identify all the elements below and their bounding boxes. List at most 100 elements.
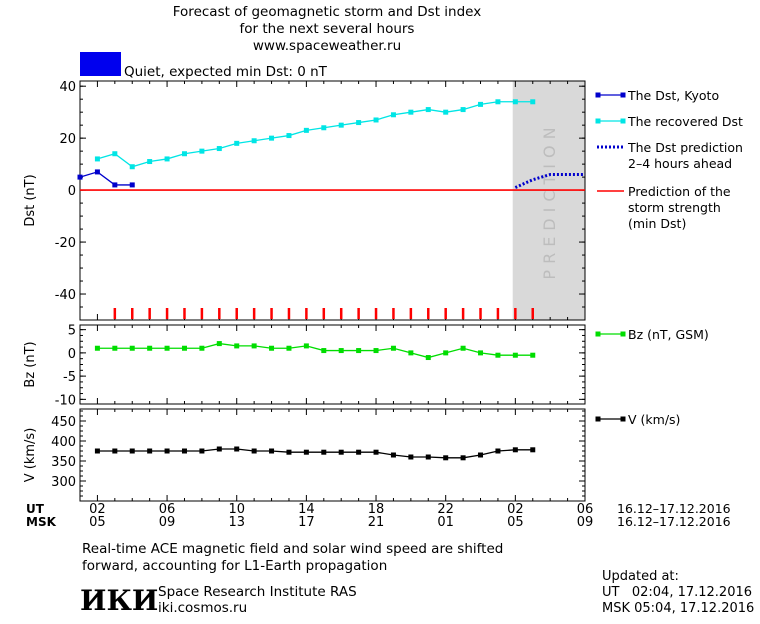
data-point (216, 341, 222, 347)
legend-label: The Dst, Kyoto (627, 88, 719, 103)
ut-range: 16.12–17.12.2016 (617, 501, 731, 516)
y-tick-label: 0 (68, 347, 76, 362)
data-point (443, 455, 449, 461)
ut-tick-label: 06 (577, 502, 594, 517)
data-point (495, 352, 501, 358)
data-point (216, 446, 222, 452)
data-point (164, 156, 170, 162)
data-point (286, 449, 292, 455)
legend-item: The Dst, Kyoto (595, 88, 719, 103)
y-tick-label: 20 (59, 132, 76, 147)
data-point (269, 345, 275, 351)
msk-tick-label: 21 (368, 515, 385, 530)
panel-frame (79, 408, 586, 502)
data-point (112, 182, 118, 188)
msk-tick-label: 09 (159, 515, 176, 530)
data-point (530, 99, 536, 105)
data-point (129, 164, 135, 170)
y-tick-label: 300 (51, 475, 76, 490)
msk-range: 16.12–17.12.2016 (617, 514, 731, 529)
updated-msk: MSK 05:04, 17.12.2016 (602, 601, 754, 616)
data-point (530, 352, 536, 358)
ut-tick-label: 22 (437, 502, 454, 517)
legend-marker (620, 416, 626, 422)
data-point (390, 345, 396, 351)
data-point (303, 343, 309, 349)
data-point (129, 182, 135, 188)
data-point (112, 448, 118, 454)
msk-tick-label: 09 (577, 515, 594, 530)
ut-tick-label: 14 (298, 502, 315, 517)
data-point (321, 449, 327, 455)
data-point (303, 127, 309, 133)
y-axis-label: Dst (nT) (23, 174, 38, 226)
data-point (181, 448, 187, 454)
legend-marker (620, 331, 626, 337)
data-point (251, 138, 257, 144)
legend: The Dst, Kyoto The recovered Dst The Dst p… (595, 88, 743, 427)
ut-tick-label: 02 (507, 502, 524, 517)
data-point (321, 348, 327, 354)
data-point (373, 117, 379, 123)
panel-frame (79, 324, 586, 405)
legend-label: The Dst prediction (627, 140, 743, 155)
data-point (94, 169, 100, 175)
y-axis-label: Bz (nT) (23, 341, 38, 387)
data-point (495, 448, 501, 454)
data-point (269, 448, 275, 454)
panel-3: 300 350 400 450 V (km/s) (23, 408, 586, 502)
panel-1: PREDICTION -40 -20 0 20 40 Dst (nT) (23, 80, 586, 321)
iki-logo: ИКИ (80, 584, 158, 617)
data-point (478, 350, 484, 356)
legend-marker (620, 118, 626, 124)
title-line-3: www.spaceweather.ru (253, 38, 401, 54)
data-point (425, 454, 431, 460)
data-point (129, 448, 135, 454)
legend-label: storm strength (628, 200, 721, 215)
data-point (495, 99, 501, 105)
data-point (112, 151, 118, 157)
legend-label: V (km/s) (628, 412, 680, 427)
data-point (321, 125, 327, 131)
data-point (512, 352, 518, 358)
panel-2: -10 -5 0 5 Bz (nT) (23, 324, 586, 408)
note-line-2: forward, accounting for L1-Earth propaga… (82, 558, 387, 574)
data-point (338, 449, 344, 455)
y-tick-label: -20 (55, 236, 76, 251)
data-point (147, 345, 153, 351)
prediction-band (512, 81, 585, 320)
data-point (460, 107, 466, 113)
data-point (251, 343, 257, 349)
msk-tick-label: 13 (228, 515, 245, 530)
institute-site: iki.cosmos.ru (158, 600, 247, 616)
note-line-1: Real-time ACE magnetic field and solar w… (82, 541, 503, 557)
data-point (286, 133, 292, 139)
series-line (514, 173, 585, 189)
data-point (77, 174, 83, 180)
msk-label: MSK (26, 515, 57, 529)
data-point (408, 454, 414, 460)
data-point (181, 345, 187, 351)
data-point (356, 120, 362, 126)
msk-tick-label: 17 (298, 515, 315, 530)
legend-label: 2–4 hours ahead (628, 156, 732, 171)
data-point (269, 135, 275, 141)
y-tick-label: -40 (55, 288, 76, 303)
y-tick-label: 450 (51, 415, 76, 430)
data-point (234, 140, 240, 146)
data-point (199, 448, 205, 454)
data-point (129, 345, 135, 351)
legend-label: Bz (nT, GSM) (628, 327, 709, 342)
data-point (356, 449, 362, 455)
title-line-2: for the next several hours (240, 21, 415, 37)
data-point (199, 148, 205, 154)
data-point (338, 122, 344, 128)
data-point (478, 101, 484, 107)
data-point (390, 452, 396, 458)
legend-marker (620, 92, 626, 98)
msk-tick-label: 05 (507, 515, 524, 530)
legend-marker (595, 118, 601, 124)
legend-item: Bz (nT, GSM) (595, 327, 709, 342)
